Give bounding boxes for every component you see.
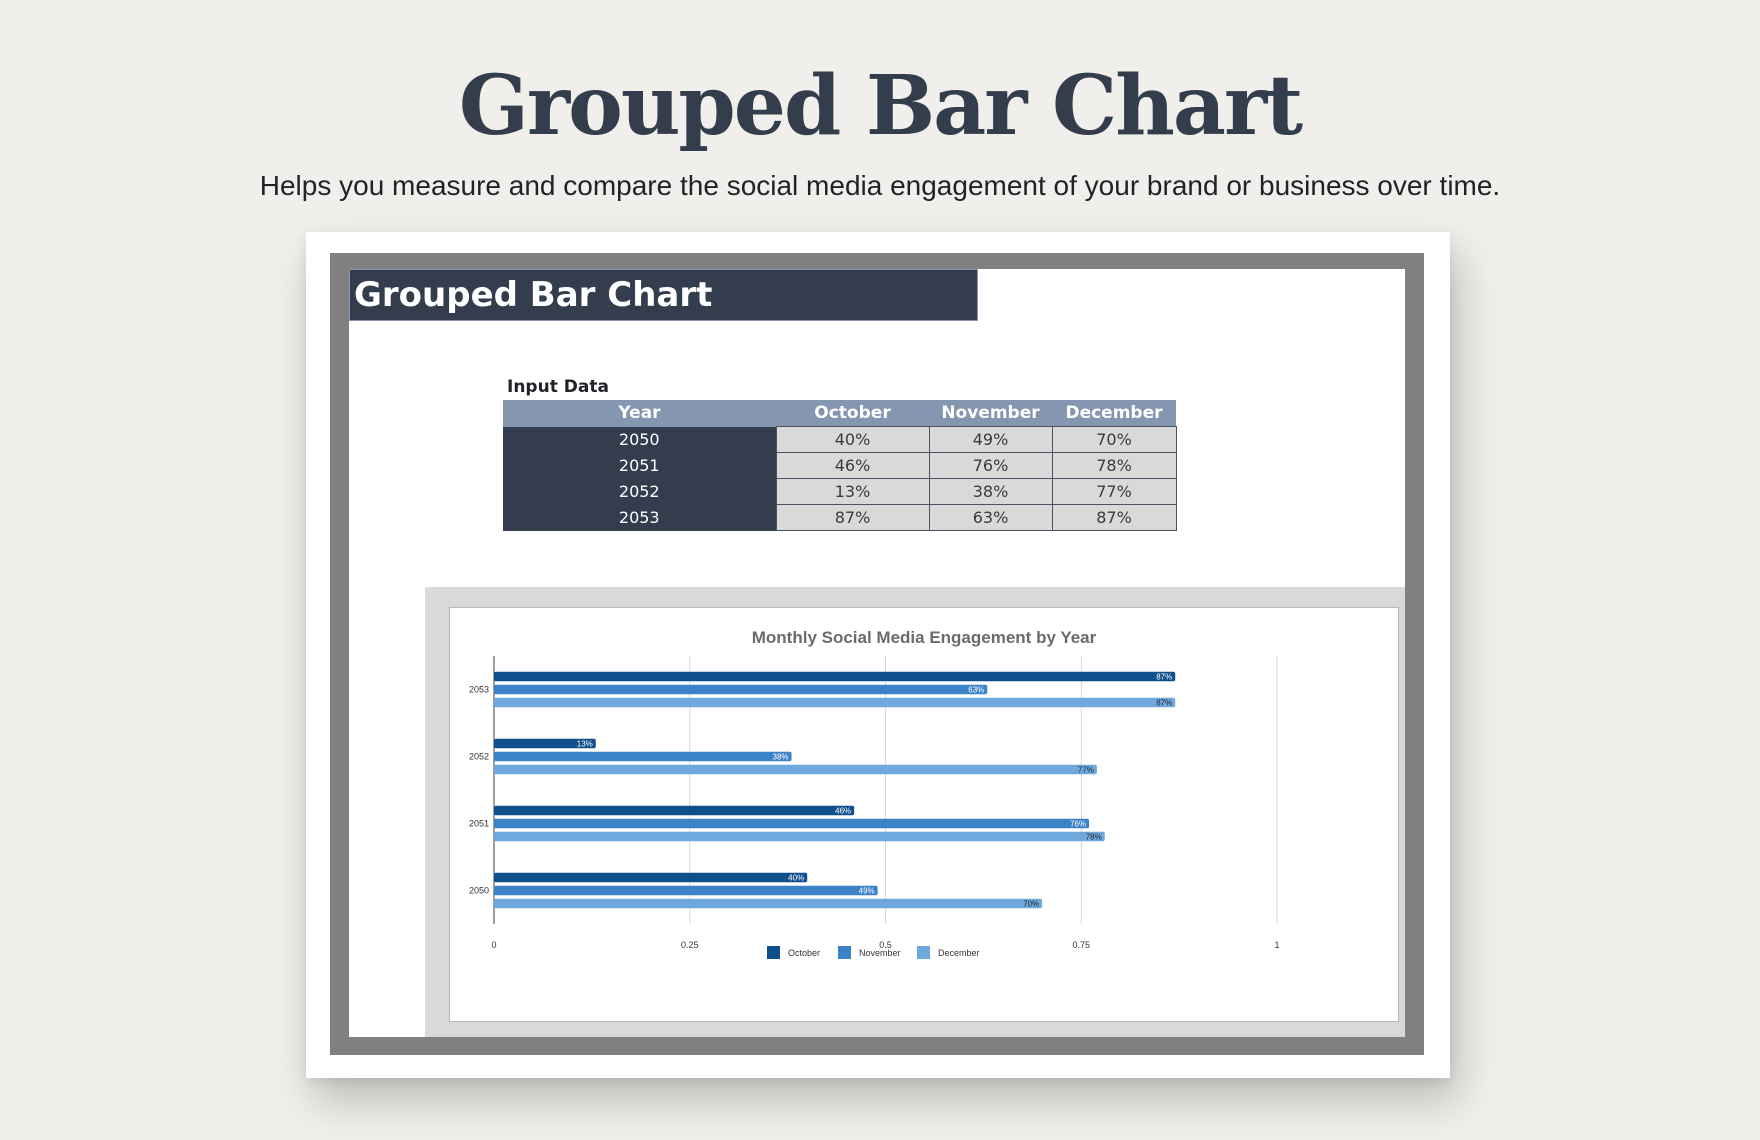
value-cell[interactable]: 13% [775, 478, 930, 505]
data-label: 78% [1086, 832, 1102, 841]
table-row: 2051 46% 76% 78% [503, 452, 1177, 479]
chart-title: Monthly Social Media Engagement by Year [751, 628, 1097, 647]
sheet-title: Grouped Bar Chart [349, 269, 978, 321]
bar-october [494, 872, 808, 883]
page-title: Grouped Bar Chart [458, 58, 1303, 154]
value-cell[interactable]: 76% [928, 452, 1053, 479]
table-row: 2050 40% 49% 70% [503, 426, 1177, 453]
data-label: 49% [859, 886, 875, 895]
value-cell[interactable]: 87% [1051, 504, 1177, 531]
bar-december [494, 898, 1043, 909]
legend-swatch-november [838, 946, 851, 959]
value-cell[interactable]: 40% [775, 426, 930, 453]
sheet: Grouped Bar Chart Input Data Year Octobe… [349, 269, 1405, 1037]
bar-december [494, 764, 1097, 775]
data-label: 87% [1156, 698, 1172, 707]
chart-container[interactable]: Monthly Social Media Engagement by Year … [449, 607, 1399, 1022]
bar-november [494, 818, 1090, 829]
year-cell: 2051 [503, 452, 776, 479]
value-cell[interactable]: 87% [775, 504, 930, 531]
year-cell: 2052 [503, 478, 776, 505]
x-tick-label: 0.75 [1072, 940, 1090, 950]
bar-october [494, 671, 1176, 682]
bar-november [494, 885, 878, 896]
value-cell[interactable]: 46% [775, 452, 930, 479]
value-cell[interactable]: 78% [1051, 452, 1177, 479]
y-category-label: 2052 [469, 752, 489, 762]
x-tick-label: 0.5 [879, 940, 892, 950]
data-label: 46% [835, 806, 851, 815]
data-label: 40% [788, 873, 804, 882]
x-tick-label: 1 [1274, 940, 1279, 950]
y-category-label: 2051 [469, 819, 489, 829]
bar-december [494, 697, 1176, 708]
x-tick-label: 0.25 [681, 940, 699, 950]
data-label: 76% [1070, 819, 1086, 828]
legend-label: October [788, 948, 820, 958]
bar-november [494, 684, 988, 695]
bar-october [494, 805, 855, 816]
chart-area: Monthly Social Media Engagement by Year … [425, 587, 1405, 1037]
header-november: November [929, 400, 1052, 427]
bar-december [494, 831, 1105, 842]
year-cell: 2053 [503, 504, 776, 531]
table-header-row: Year October November December [503, 400, 1176, 427]
legend-label: November [859, 948, 901, 958]
value-cell[interactable]: 38% [928, 478, 1053, 505]
spreadsheet-preview: Grouped Bar Chart Input Data Year Octobe… [306, 232, 1450, 1078]
x-tick-label: 0 [491, 940, 496, 950]
bar-november [494, 751, 792, 762]
value-cell[interactable]: 63% [928, 504, 1053, 531]
input-data-label: Input Data [507, 377, 609, 397]
legend-label: December [938, 948, 980, 958]
bar-october [494, 738, 596, 749]
page-subtitle: Helps you measure and compare the social… [259, 170, 1501, 201]
table-row: 2052 13% 38% 77% [503, 478, 1177, 505]
data-label: 77% [1078, 765, 1094, 774]
value-cell[interactable]: 77% [1051, 478, 1177, 505]
data-label: 70% [1023, 899, 1039, 908]
data-label: 13% [577, 739, 593, 748]
y-category-label: 2050 [469, 886, 489, 896]
header-december: December [1052, 400, 1176, 427]
value-cell[interactable]: 49% [928, 426, 1053, 453]
data-label: 87% [1156, 672, 1172, 681]
preview-frame: Grouped Bar Chart Input Data Year Octobe… [330, 253, 1424, 1055]
data-label: 63% [968, 685, 984, 694]
legend-swatch-october [767, 946, 780, 959]
header-october: October [776, 400, 929, 427]
input-data-table: Year October November December 2050 40% … [503, 400, 1177, 531]
table-row: 2053 87% 63% 87% [503, 504, 1177, 531]
year-cell: 2050 [503, 426, 776, 453]
header-year: Year [503, 400, 776, 427]
y-category-label: 2053 [469, 685, 489, 695]
grouped-bar-chart: 0 0.25 0.5 0.75 1 2050 40% 49% 70% 2051 46% 76%78% 2… [469, 656, 1280, 959]
value-cell[interactable]: 70% [1051, 426, 1177, 453]
data-label: 38% [773, 752, 789, 761]
legend-swatch-december [917, 946, 930, 959]
